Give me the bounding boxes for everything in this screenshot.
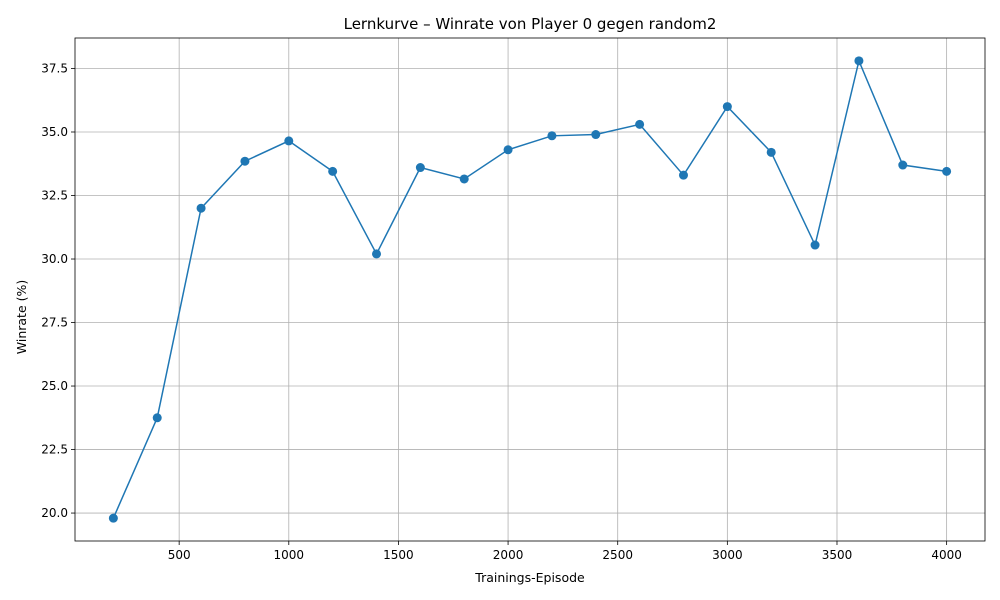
- x-tick-label: 1500: [383, 548, 414, 562]
- data-point: [722, 102, 732, 112]
- x-tick-label: 2500: [602, 548, 633, 562]
- axis-ticks: [71, 68, 948, 545]
- data-point: [635, 119, 645, 129]
- y-tick-label: 32.5: [41, 189, 68, 203]
- y-tick-label: 22.5: [41, 443, 68, 457]
- x-tick-label: 1000: [274, 548, 305, 562]
- y-tick-label: 30.0: [41, 252, 68, 266]
- data-point: [810, 240, 820, 250]
- y-tick-label: 25.0: [41, 379, 68, 393]
- data-point: [152, 413, 162, 423]
- series-line: [112, 58, 947, 519]
- data-point: [108, 513, 118, 523]
- x-tick-label: 500: [168, 548, 191, 562]
- data-point: [854, 56, 864, 66]
- y-tick-labels: 20.0 22.5 25.0 27.5 30.0 32.5 35.0 37.5: [41, 61, 68, 520]
- data-point: [196, 203, 206, 213]
- data-point: [678, 170, 688, 180]
- y-axis-label: Winrate (%): [14, 280, 29, 354]
- x-tick-label: 2000: [493, 548, 524, 562]
- data-point: [372, 249, 382, 259]
- data-point: [284, 136, 294, 146]
- data-point: [328, 166, 338, 176]
- y-tick-label: 27.5: [41, 316, 68, 330]
- x-axis-label: Trainings-Episode: [474, 570, 585, 585]
- x-tick-label: 3000: [712, 548, 743, 562]
- y-tick-label: 35.0: [41, 125, 68, 139]
- x-tick-labels: 500 1000 1500 2000 2500 3000 3500 4000: [168, 548, 962, 562]
- data-point: [898, 160, 908, 170]
- plot-frame: [74, 37, 986, 542]
- y-tick-label: 20.0: [41, 506, 68, 520]
- data-point: [942, 166, 952, 176]
- grid-lines: [75, 38, 985, 541]
- chart-title: Lernkurve – Winrate von Player 0 gegen r…: [344, 15, 717, 33]
- y-tick-label: 37.5: [41, 61, 68, 75]
- series-winrate: [108, 56, 952, 523]
- data-point: [459, 174, 469, 184]
- data-point: [415, 163, 425, 173]
- x-tick-label: 4000: [931, 548, 962, 562]
- data-point: [591, 130, 601, 140]
- data-point: [766, 147, 776, 157]
- x-tick-label: 3500: [822, 548, 853, 562]
- data-point: [503, 145, 513, 155]
- data-point: [547, 131, 557, 141]
- data-point: [240, 156, 250, 166]
